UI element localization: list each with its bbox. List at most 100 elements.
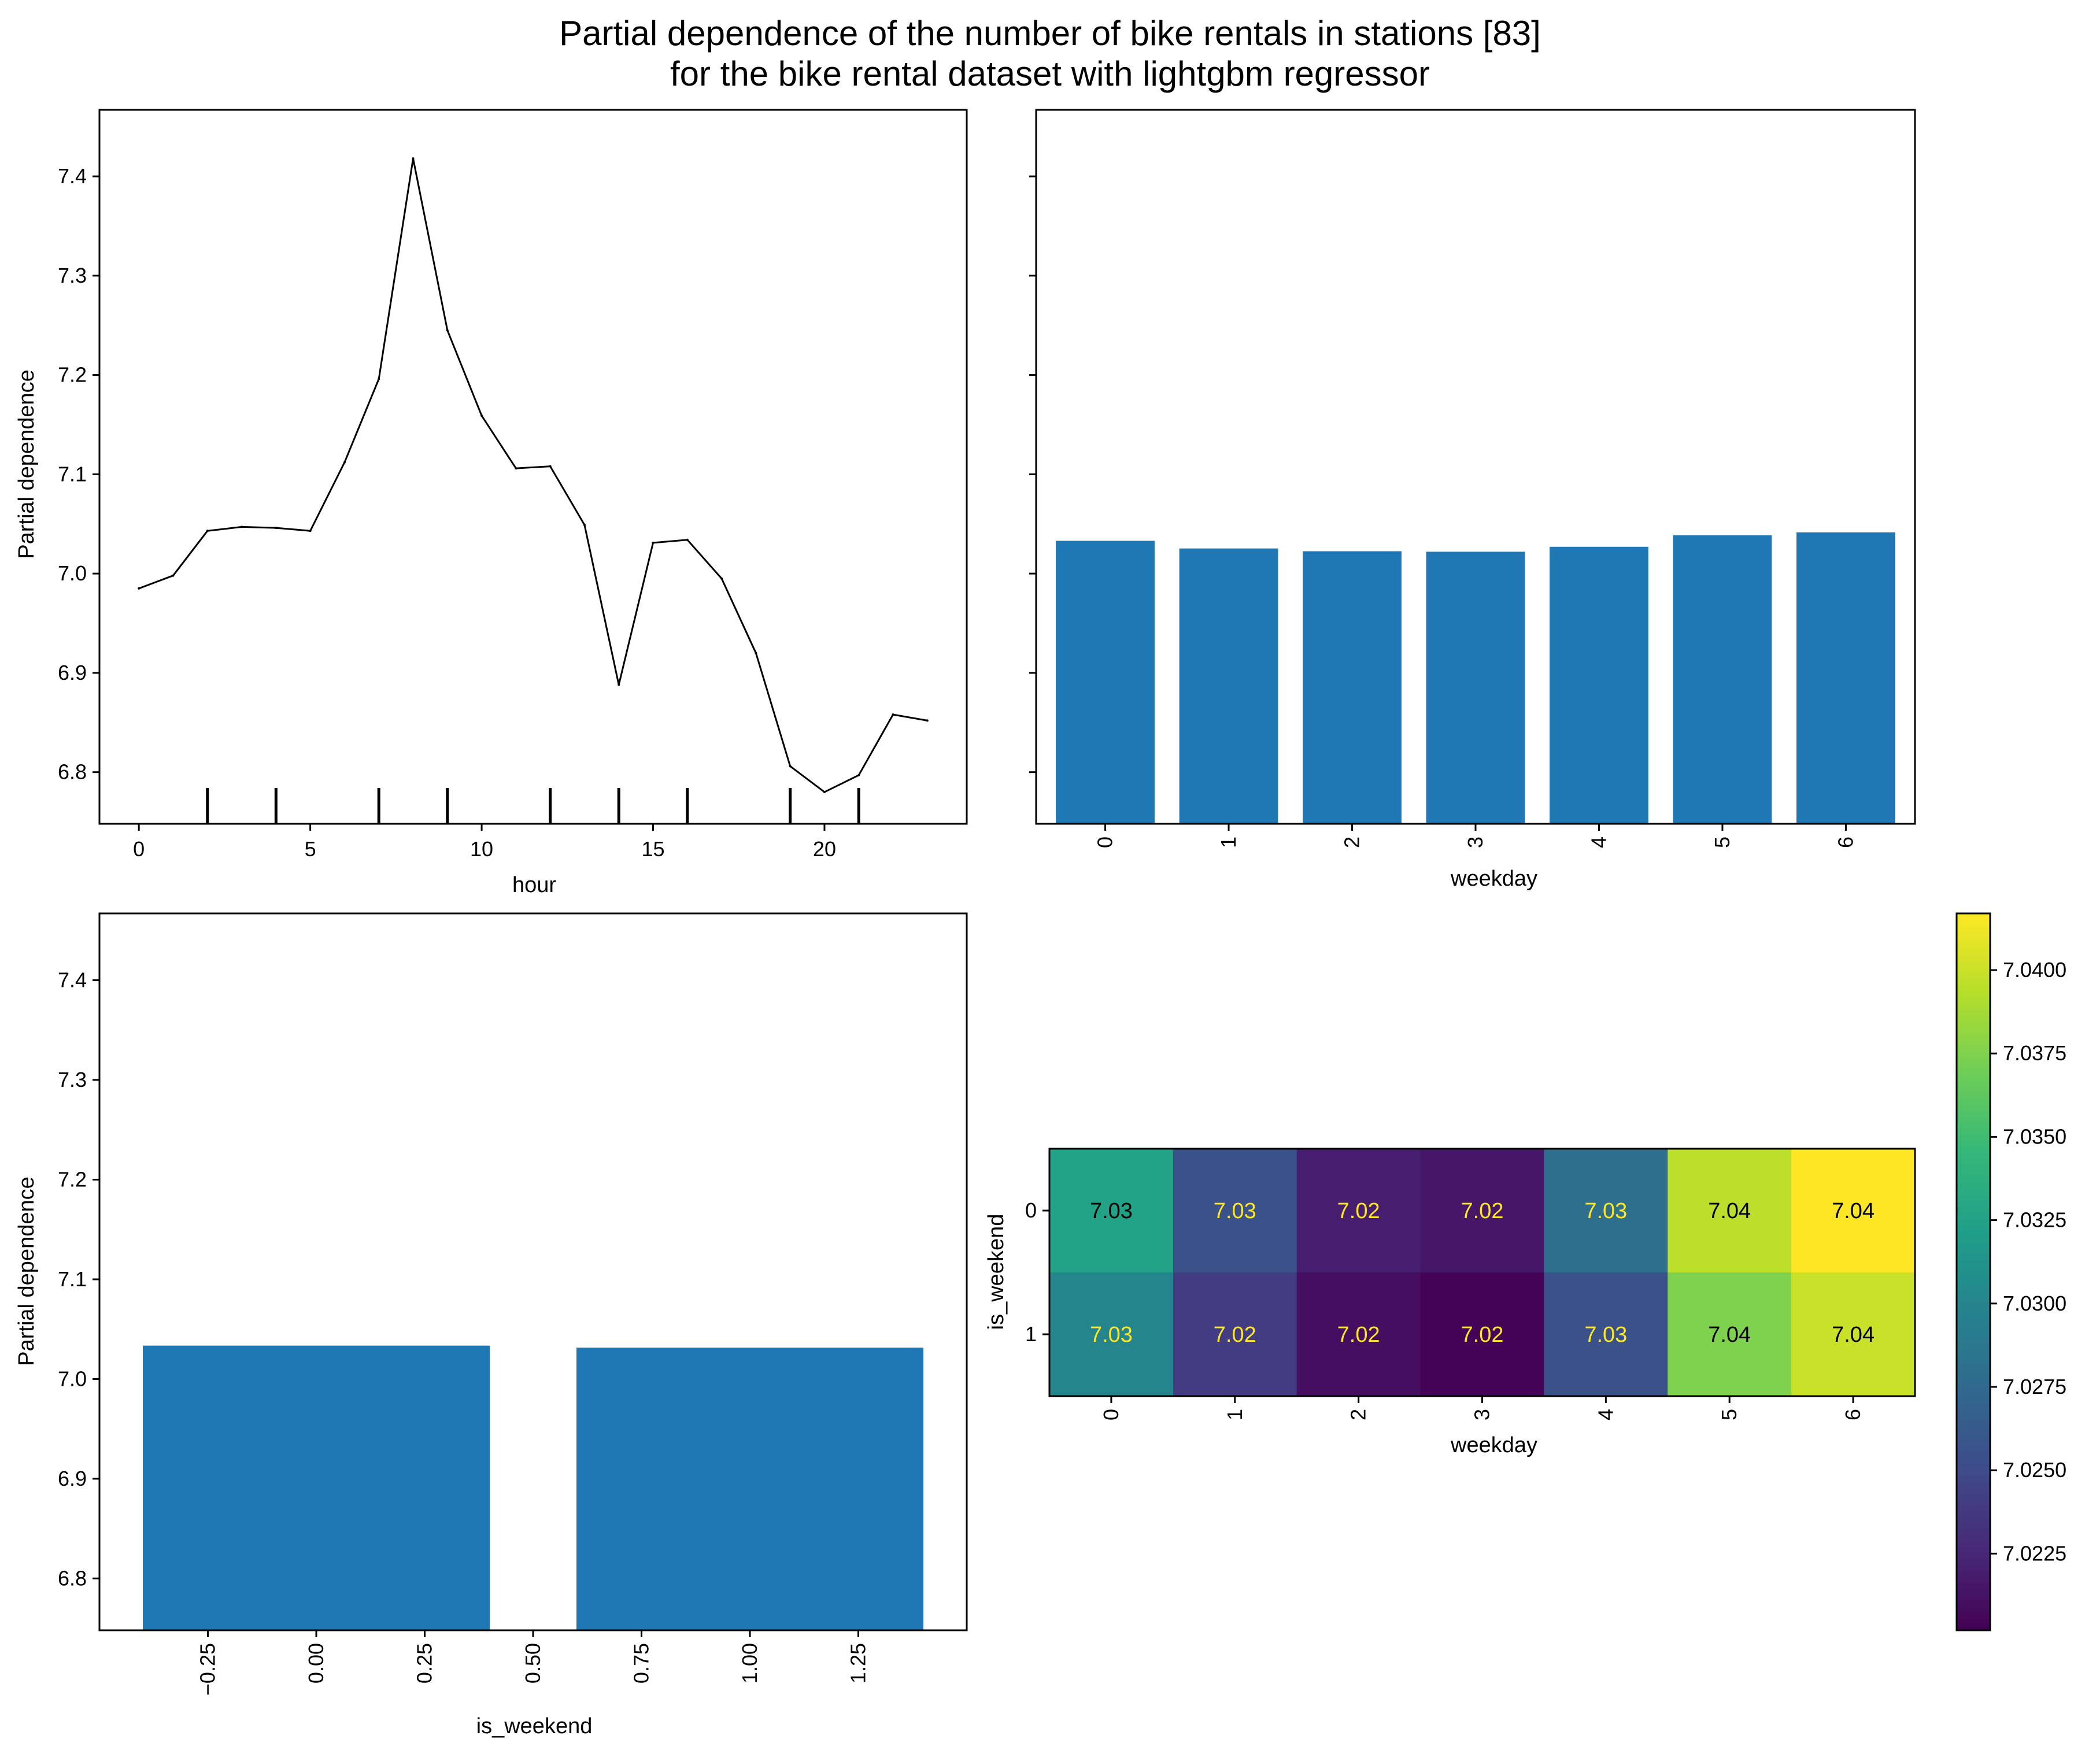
is-weekend-xtick-label: 1.00 [738,1643,761,1683]
colorbar-segment [1957,1397,1990,1404]
colorbar-segment [1957,949,1990,956]
colorbar-segment [1957,1027,1990,1034]
colorbar-segment [1957,1301,1990,1308]
colorbar-segment [1957,1170,1990,1177]
hour-pd-point [206,530,209,532]
colorbar-segment [1957,1433,1990,1440]
colorbar-segment [1957,1523,1990,1530]
heatmap-cell-label: 7.02 [1337,1199,1380,1223]
colorbar-segment [1957,997,1990,1004]
hour-ytick-label: 7.1 [58,462,87,486]
hour-pd-point [652,541,655,544]
colorbar-segment [1957,1254,1990,1261]
heatmap-cell-label: 7.03 [1584,1323,1627,1347]
colorbar-segment [1957,919,1990,926]
colorbar-segment [1957,1272,1990,1279]
colorbar-segment [1957,973,1990,980]
colorbar-segment [1957,1457,1990,1464]
heatmap-xtick-label: 2 [1347,1409,1370,1420]
heatmap-cell [1668,1272,1792,1397]
heatmap-cell-label: 7.02 [1461,1323,1504,1347]
hour-pd-point [618,683,620,686]
colorbar-segment [1957,1564,1990,1571]
is-weekend-ytick-label: 7.4 [58,968,87,992]
weekday-bar [1179,548,1278,824]
colorbar-segment [1957,1194,1990,1201]
heatmap-xtick-label: 5 [1717,1409,1741,1420]
colorbar-tick-label: 7.0225 [2003,1541,2066,1565]
is-weekend-bar [576,1348,923,1630]
heatmap-cell [1420,1149,1545,1273]
colorbar-tick-label: 7.0400 [2003,958,2066,982]
colorbar-segment [1957,1063,1990,1070]
colorbar-segment [1957,1559,1990,1566]
hour-ytick-label: 7.0 [58,561,87,585]
colorbar-segment [1957,1570,1990,1577]
colorbar-segment [1957,1331,1990,1338]
hour-pd-line [138,158,928,793]
hour-pd-point [138,587,141,590]
colorbar-segment [1957,1582,1990,1589]
colorbar-segment [1957,1624,1990,1631]
heatmap-cell-label: 7.02 [1461,1199,1504,1223]
colorbar-segment [1957,1015,1990,1022]
is-weekend-ytick-label: 6.9 [58,1467,87,1490]
hour-pd-point [412,157,415,160]
colorbar-segment [1957,1529,1990,1535]
hour-ytick-label: 6.9 [58,661,87,684]
colorbar-segment [1957,1111,1990,1117]
colorbar-tick-label: 7.0350 [2003,1124,2066,1148]
heatmap-cell-label: 7.02 [1214,1323,1256,1347]
colorbar-segment [1957,979,1990,986]
is-weekend-xtick-label: 1.25 [846,1643,870,1683]
is-weekend-xtick-label: 0.00 [304,1643,328,1683]
heatmap-xtick-label: 0 [1099,1409,1123,1420]
colorbar-segment [1957,1104,1990,1111]
heatmap-cell-label: 7.04 [1832,1323,1875,1347]
colorbar-segment [1957,1618,1990,1625]
colorbar-segment [1957,955,1990,962]
heatmap-cell [1049,1272,1174,1397]
colorbar-segment [1957,1552,1990,1559]
colorbar-segment [1957,961,1990,968]
heatmap-cell-label: 7.04 [1708,1199,1751,1223]
colorbar-segment [1957,1308,1990,1315]
hour-pd-point [378,378,380,380]
is-weekend-ytick-label: 7.3 [58,1068,87,1091]
colorbar-segment [1957,985,1990,992]
hour-pd-point [241,526,243,528]
is-weekend-ytick-label: 7.0 [58,1367,87,1390]
hour-pd-point [926,719,929,722]
colorbar-segment [1957,1068,1990,1075]
hour-ytick-label: 7.2 [58,363,87,387]
is-weekend-ytick-label: 7.1 [58,1267,87,1291]
colorbar-segment [1957,937,1990,944]
heatmap-cell-label: 7.03 [1584,1199,1627,1223]
heatmap-cell [1791,1149,1916,1273]
heatmap-cell [1173,1149,1297,1273]
colorbar-segment [1957,1122,1990,1129]
weekday-bar [1303,551,1402,824]
weekday-bar-chart: weekday 0 1 2 3 4 5 6 [1029,109,1916,891]
hour-pd-point [446,329,449,332]
heatmap-xtick-label: 4 [1594,1409,1617,1420]
colorbar-segment [1957,991,1990,998]
colorbar-segment [1957,967,1990,974]
heatmap-ylabel: is_weekend [984,1214,1008,1330]
colorbar-segment [1957,1224,1990,1231]
hour-ylabel: Partial dependence [14,369,39,558]
colorbar-segment [1957,1344,1990,1350]
colorbar-segment [1957,1349,1990,1356]
colorbar-segment [1957,1188,1990,1195]
colorbar-segment [1957,1080,1990,1087]
colorbar-segment [1957,1116,1990,1123]
is-weekend-bar-chart: is_weekend Partial dependence 6.8 6.9 7.0 7… [14,912,968,1738]
colorbar-segment [1957,1439,1990,1446]
weekday-bar [1796,532,1895,824]
heatmap-cell-label: 7.04 [1832,1199,1875,1223]
colorbar-segment [1957,1128,1990,1135]
colorbar-segment [1957,1361,1990,1368]
colorbar-segment [1957,1313,1990,1320]
heatmap-colorbar: 7.0225 7.0250 7.0275 7.0300 7.0325 7.0350 7.03… [1955,912,2066,1631]
